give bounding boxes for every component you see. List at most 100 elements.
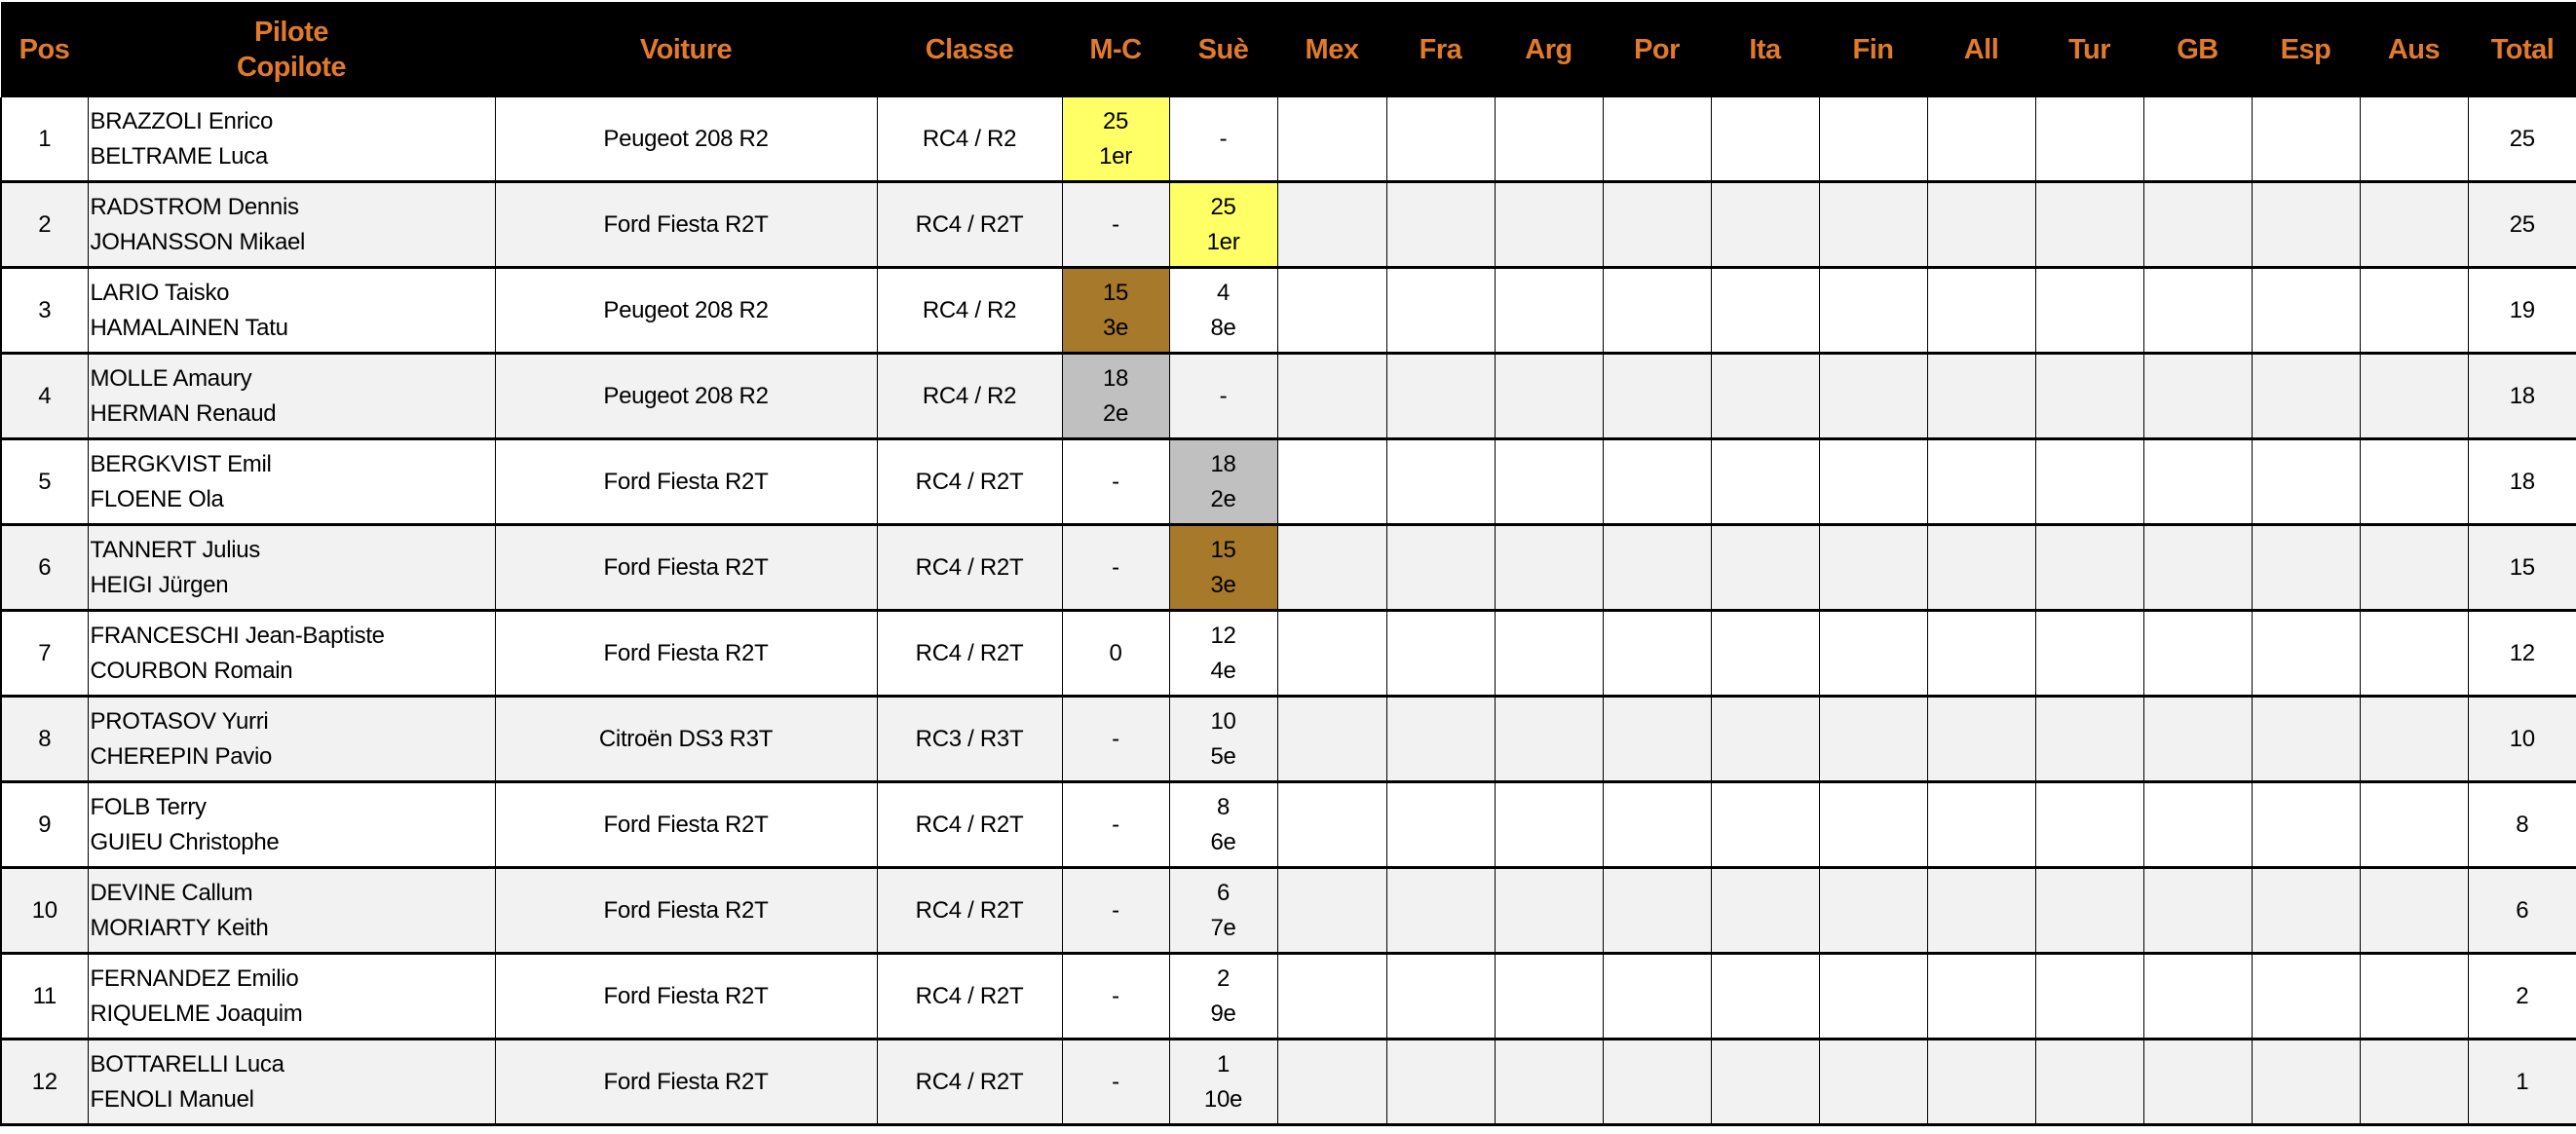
classe-cell: RC4 / R2T xyxy=(876,610,1062,698)
result-points: 8 xyxy=(1216,793,1231,820)
result-place: 4e xyxy=(1210,657,1236,684)
result-cell xyxy=(1494,524,1603,612)
position-cell: 11 xyxy=(0,953,88,1040)
result-cell xyxy=(1385,524,1495,612)
result-cell xyxy=(1818,867,1927,955)
voiture-cell: Ford Fiesta R2T xyxy=(494,181,877,269)
result-cell xyxy=(1385,353,1495,440)
total-cell: 25 xyxy=(2467,97,2576,183)
result-cell xyxy=(2034,696,2143,783)
pilote-name: LARIO Taisko xyxy=(90,279,230,306)
result-cell xyxy=(2359,610,2468,698)
result-cell xyxy=(1494,353,1603,440)
result-cell: 4 8e xyxy=(1168,267,1277,355)
result-cell xyxy=(2359,438,2468,526)
result-place: 8e xyxy=(1210,314,1236,341)
table-row: 3 LARIO Taisko HAMALAINEN Tatu Peugeot 208 … xyxy=(0,267,2576,355)
copilote-name: FLOENE Ola xyxy=(90,485,224,512)
result-cell xyxy=(1602,524,1711,612)
crew-cell: PROTASOV Yurri CHEREPIN Pavio xyxy=(87,696,495,783)
total-cell: 6 xyxy=(2467,867,2576,955)
result-cell xyxy=(2142,867,2252,955)
result-cell xyxy=(1276,781,1386,869)
voiture-cell: Ford Fiesta R2T xyxy=(494,781,877,869)
result-cell: - xyxy=(1061,438,1169,526)
voiture-cell: Ford Fiesta R2T xyxy=(494,610,877,698)
result-points: - xyxy=(1112,468,1119,495)
result-cell xyxy=(2359,97,2468,183)
table-row: 6 TANNERT Julius HEIGI Jürgen Ford Fiesta R… xyxy=(0,524,2576,612)
result-cell xyxy=(1494,181,1603,269)
result-cell xyxy=(1602,1039,1711,1126)
table-row: 12 BOTTARELLI Luca FENOLI Manuel Ford Fiest… xyxy=(0,1039,2576,1126)
pilote-name: BOTTARELLI Luca xyxy=(90,1050,284,1077)
result-cell xyxy=(2251,953,2360,1040)
result-cell: - xyxy=(1061,1039,1169,1126)
crew-cell: DEVINE Callum MORIARTY Keith xyxy=(87,867,495,955)
result-cell xyxy=(1818,1039,1927,1126)
result-cell xyxy=(2034,781,2143,869)
position-cell: 2 xyxy=(0,181,88,269)
result-cell xyxy=(1276,267,1386,355)
header-rally: Ita xyxy=(1711,2,1819,97)
result-cell xyxy=(2359,867,2468,955)
result-cell xyxy=(1818,610,1927,698)
crew-cell: BERGKVIST Emil FLOENE Ola xyxy=(87,438,495,526)
result-cell xyxy=(1494,610,1603,698)
result-cell xyxy=(1276,438,1386,526)
result-cell xyxy=(1494,438,1603,526)
result-cell xyxy=(1926,953,2035,1040)
header-total: Total xyxy=(2468,2,2576,97)
result-cell: - xyxy=(1168,353,1277,440)
total-cell: 18 xyxy=(2467,353,2576,440)
result-cell xyxy=(1494,781,1603,869)
result-cell xyxy=(1385,953,1495,1040)
voiture-cell: Citroën DS3 R3T xyxy=(494,696,877,783)
table-row: 1 BRAZZOLI Enrico BELTRAME Luca Peugeot 208… xyxy=(0,97,2576,183)
result-cell xyxy=(1926,867,2035,955)
result-cell xyxy=(1276,610,1386,698)
result-cell xyxy=(2359,524,2468,612)
pilote-name: FOLB Terry xyxy=(90,793,208,820)
header-rally: Por xyxy=(1603,2,1711,97)
result-cell: 18 2e xyxy=(1168,438,1277,526)
result-cell xyxy=(2359,353,2468,440)
result-place: 3e xyxy=(1102,314,1129,341)
result-cell xyxy=(2251,353,2360,440)
header-rally: Fin xyxy=(1819,2,1927,97)
result-cell xyxy=(1818,438,1927,526)
result-cell xyxy=(2142,267,2252,355)
total-cell: 1 xyxy=(2467,1039,2576,1126)
result-cell xyxy=(2142,181,2252,269)
result-cell xyxy=(1385,781,1495,869)
result-cell xyxy=(1494,267,1603,355)
result-cell xyxy=(1494,696,1603,783)
result-cell xyxy=(2034,267,2143,355)
result-cell: - xyxy=(1061,781,1169,869)
header-copilote: Copilote xyxy=(237,52,347,83)
crew-cell: RADSTROM Dennis JOHANSSON Mikael xyxy=(87,181,495,269)
position-cell: 10 xyxy=(0,867,88,955)
result-cell xyxy=(1710,267,1819,355)
pilote-name: RADSTROM Dennis xyxy=(90,193,300,220)
result-points: - xyxy=(1112,210,1119,238)
result-place: 6e xyxy=(1210,828,1236,855)
pilote-name: BERGKVIST Emil xyxy=(90,450,272,477)
classe-cell: RC4 / R2T xyxy=(876,867,1062,955)
result-cell xyxy=(2142,953,2252,1040)
voiture-cell: Peugeot 208 R2 xyxy=(494,267,877,355)
result-cell xyxy=(1926,97,2035,183)
classe-cell: RC4 / R2T xyxy=(876,953,1062,1040)
pilote-name: FERNANDEZ Emilio xyxy=(90,964,299,992)
result-cell xyxy=(2251,97,2360,183)
result-cell xyxy=(2251,267,2360,355)
result-cell xyxy=(1494,867,1603,955)
table-row: 10 DEVINE Callum MORIARTY Keith Ford Fiesta… xyxy=(0,867,2576,955)
result-cell xyxy=(2251,610,2360,698)
result-place: 1er xyxy=(1099,142,1132,170)
voiture-cell: Peugeot 208 R2 xyxy=(494,97,877,183)
result-cell: - xyxy=(1061,524,1169,612)
result-cell xyxy=(1276,181,1386,269)
result-cell xyxy=(1818,267,1927,355)
result-cell xyxy=(1385,181,1495,269)
